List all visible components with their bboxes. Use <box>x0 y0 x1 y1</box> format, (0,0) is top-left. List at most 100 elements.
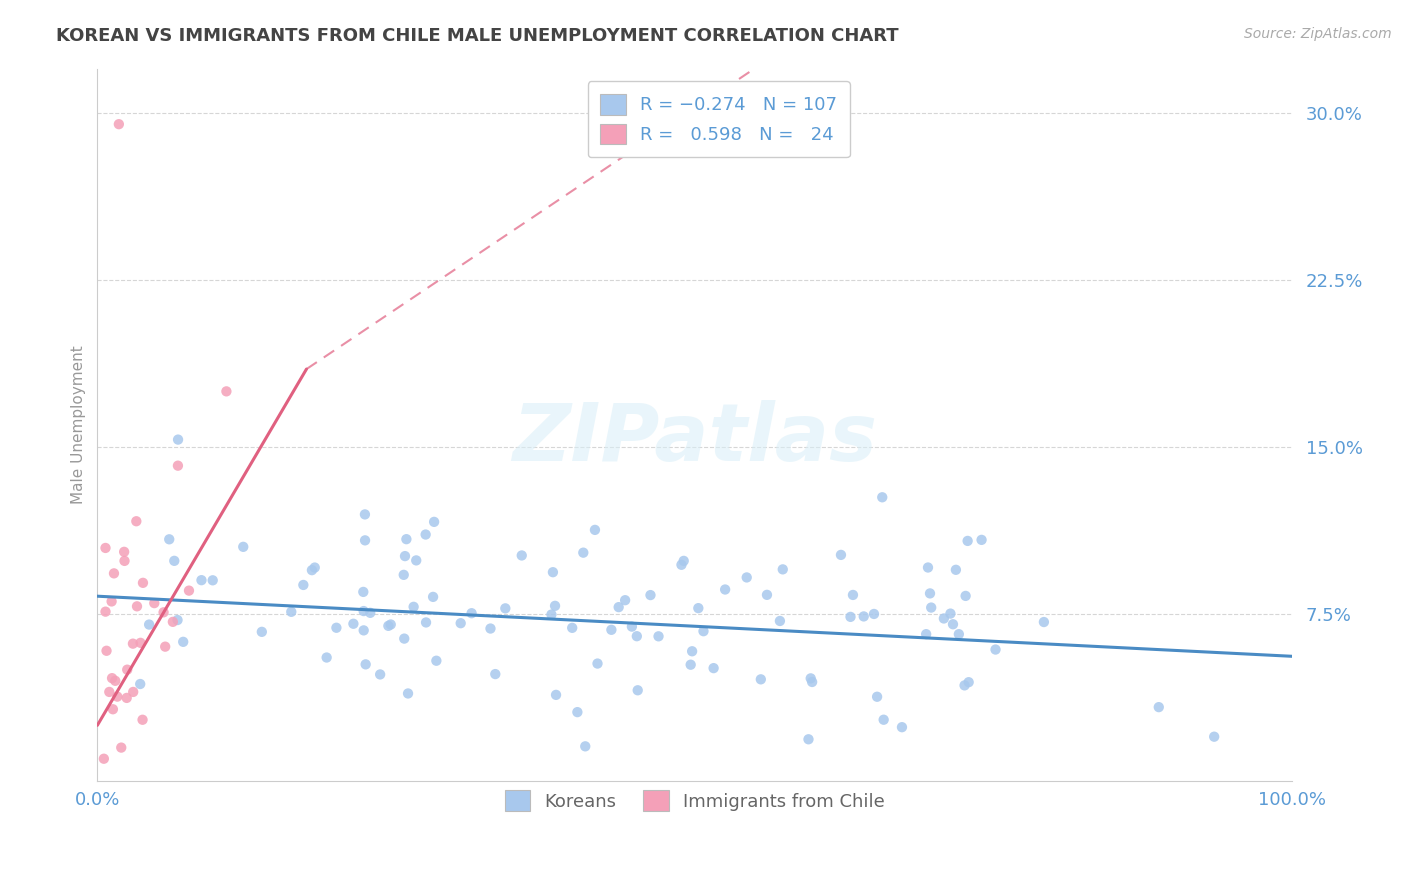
Point <box>392 567 415 582</box>
Point <box>957 675 980 690</box>
Point <box>735 570 758 584</box>
Point <box>125 599 148 614</box>
Point <box>304 560 326 574</box>
Point <box>863 607 886 621</box>
Point <box>510 549 533 563</box>
Point <box>352 585 374 599</box>
Point <box>541 565 564 579</box>
Point <box>122 637 145 651</box>
Point <box>1204 730 1226 744</box>
Point <box>94 605 117 619</box>
Point <box>830 548 852 562</box>
Point <box>494 601 516 615</box>
Point <box>405 553 427 567</box>
Point <box>872 713 894 727</box>
Point <box>932 611 955 625</box>
Point <box>671 558 693 572</box>
Point <box>918 586 941 600</box>
Point <box>100 594 122 608</box>
Point <box>394 549 416 563</box>
Point <box>94 541 117 555</box>
Point <box>672 554 695 568</box>
Point <box>917 560 939 574</box>
Point <box>201 574 224 588</box>
Point <box>953 678 976 692</box>
Point <box>162 615 184 629</box>
Point <box>138 617 160 632</box>
Point <box>104 673 127 688</box>
Point <box>98 685 121 699</box>
Point <box>1032 615 1054 629</box>
Point <box>394 632 416 646</box>
Point <box>380 617 402 632</box>
Point <box>177 583 200 598</box>
Point <box>956 533 979 548</box>
Point <box>115 663 138 677</box>
Point <box>105 690 128 704</box>
Point <box>425 654 447 668</box>
Point <box>152 605 174 619</box>
Point <box>353 624 375 638</box>
Text: KOREAN VS IMMIGRANTS FROM CHILE MALE UNEMPLOYMENT CORRELATION CHART: KOREAN VS IMMIGRANTS FROM CHILE MALE UNE… <box>56 27 898 45</box>
Text: Source: ZipAtlas.com: Source: ZipAtlas.com <box>1244 27 1392 41</box>
Point <box>692 624 714 639</box>
Point <box>422 590 444 604</box>
Point <box>800 672 823 686</box>
Point <box>101 671 124 685</box>
Point <box>942 617 965 632</box>
Point <box>939 607 962 621</box>
Point <box>167 458 190 473</box>
Point <box>583 523 606 537</box>
Point <box>132 575 155 590</box>
Point <box>647 629 669 643</box>
Point <box>484 667 506 681</box>
Text: ZIPatlas: ZIPatlas <box>512 400 877 478</box>
Point <box>190 573 212 587</box>
Point <box>114 554 136 568</box>
Point <box>479 622 502 636</box>
Point <box>714 582 737 597</box>
Point <box>215 384 238 399</box>
Point <box>125 514 148 528</box>
Point <box>572 546 595 560</box>
Point <box>103 566 125 581</box>
Point <box>368 667 391 681</box>
Point <box>93 752 115 766</box>
Point <box>167 433 190 447</box>
Point <box>232 540 254 554</box>
Point <box>354 657 377 672</box>
Point <box>620 619 643 633</box>
Y-axis label: Male Unemployment: Male Unemployment <box>72 345 86 504</box>
Point <box>359 606 381 620</box>
Point <box>797 732 820 747</box>
Point <box>110 740 132 755</box>
Point <box>544 688 567 702</box>
Point <box>870 490 893 504</box>
Point <box>627 683 650 698</box>
Point <box>108 117 131 131</box>
Point <box>415 527 437 541</box>
Point <box>157 533 180 547</box>
Point <box>325 621 347 635</box>
Point <box>842 588 865 602</box>
Point <box>614 593 637 607</box>
Point <box>301 563 323 577</box>
Point <box>772 562 794 576</box>
Point <box>129 636 152 650</box>
Point <box>96 644 118 658</box>
Point <box>101 702 124 716</box>
Point <box>920 600 942 615</box>
Point <box>163 554 186 568</box>
Point <box>679 657 702 672</box>
Legend: Koreans, Immigrants from Chile: Koreans, Immigrants from Chile <box>491 776 900 825</box>
Point <box>415 615 437 630</box>
Point <box>544 599 567 613</box>
Point <box>970 533 993 547</box>
Point <box>984 642 1007 657</box>
Point <box>945 563 967 577</box>
Point <box>703 661 725 675</box>
Point <box>586 657 609 671</box>
Point <box>353 604 375 618</box>
Point <box>607 600 630 615</box>
Point <box>122 685 145 699</box>
